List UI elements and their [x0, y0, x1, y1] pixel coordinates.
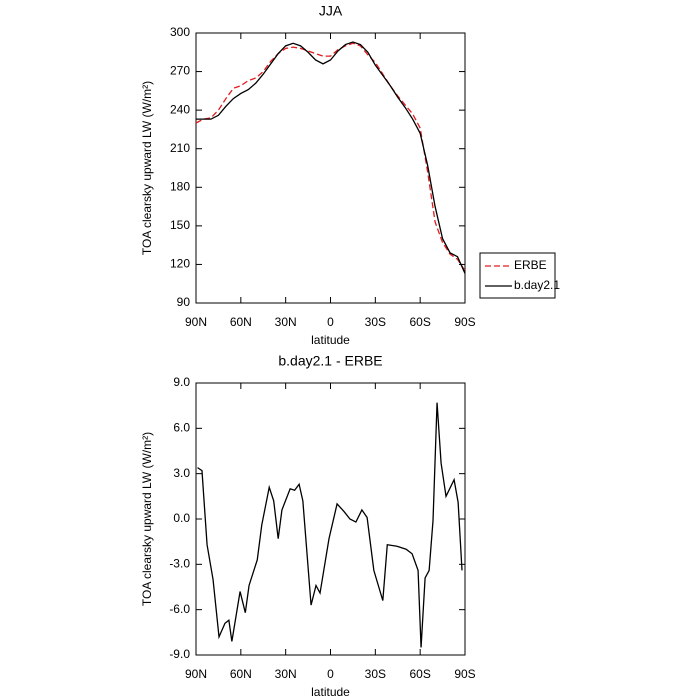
series-line	[195, 42, 466, 272]
y-axis-label: TOA clearsky upward LW (W/m²)	[140, 432, 154, 606]
y-tick-label: 120	[170, 257, 190, 271]
series-line	[196, 41, 466, 274]
y-tick-label: 3.0	[173, 466, 190, 480]
y-tick-label: 240	[170, 102, 190, 116]
y-tick-label: 9.0	[173, 375, 190, 389]
y-axis-label: TOA clearsky upward LW (W/m²)	[140, 81, 154, 255]
x-tick-label: 60N	[230, 315, 252, 329]
x-tick-label: 30S	[365, 315, 386, 329]
chart-title: b.day2.1 - ERBE	[278, 353, 382, 369]
y-tick-label: 90	[177, 295, 191, 309]
y-tick-label: -3.0	[169, 557, 190, 571]
y-tick-label: 180	[170, 179, 190, 193]
x-tick-label: 0	[327, 315, 334, 329]
x-tick-label: 60S	[409, 315, 430, 329]
x-tick-label: 90S	[454, 667, 475, 681]
y-tick-label: 300	[170, 25, 190, 39]
x-tick-label: 30N	[275, 667, 297, 681]
y-tick-label: 150	[170, 218, 190, 232]
series-line	[197, 402, 463, 648]
chart-title: JJA	[319, 3, 343, 19]
y-tick-label: 270	[170, 64, 190, 78]
plot-frame	[195, 32, 466, 304]
x-axis-label: latitude	[311, 685, 350, 699]
legend-label: b.day2.1	[514, 278, 560, 292]
legend-label: ERBE	[514, 258, 547, 272]
x-tick-label: 60S	[409, 667, 430, 681]
y-tick-label: -6.0	[169, 602, 190, 616]
y-tick-label: 210	[170, 141, 190, 155]
y-tick-label: 6.0	[173, 421, 190, 435]
x-tick-label: 90N	[185, 667, 207, 681]
x-tick-label: 30S	[365, 667, 386, 681]
x-axis-label: latitude	[311, 333, 350, 347]
x-tick-label: 0	[327, 667, 334, 681]
x-tick-label: 90N	[185, 315, 207, 329]
y-tick-label: 0.0	[173, 511, 190, 525]
y-tick-label: -9.0	[169, 647, 190, 661]
x-tick-label: 90S	[454, 315, 475, 329]
x-tick-label: 30N	[275, 315, 297, 329]
x-tick-label: 60N	[230, 667, 252, 681]
legend-box	[479, 252, 556, 299]
